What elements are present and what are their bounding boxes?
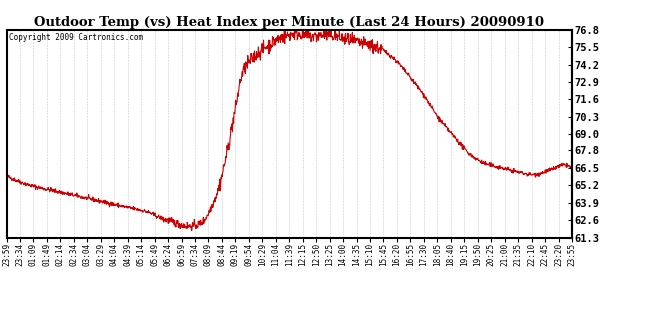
- Text: Copyright 2009 Cartronics.com: Copyright 2009 Cartronics.com: [9, 33, 144, 42]
- Title: Outdoor Temp (vs) Heat Index per Minute (Last 24 Hours) 20090910: Outdoor Temp (vs) Heat Index per Minute …: [34, 16, 544, 28]
